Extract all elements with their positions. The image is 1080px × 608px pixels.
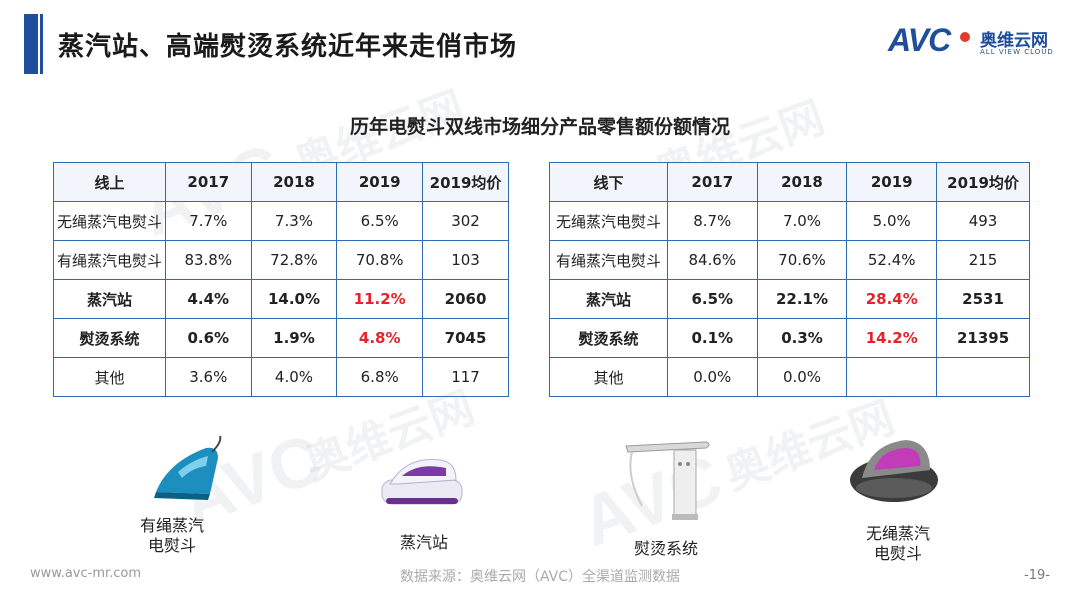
steam-station-label: 蒸汽站 (400, 533, 449, 552)
footer-source: 数据来源：奥维云网（AVC）全渠道监测数据 (399, 569, 681, 585)
row-label: 无绳蒸汽电熨斗 (53, 201, 166, 241)
table-cell-highlight: 11.2% (336, 279, 424, 319)
slide-title: 蒸汽站、高端熨烫系统近年来走俏市场 (58, 32, 518, 62)
table-cell: 52.4% (846, 240, 938, 280)
online-share-table: 线上 2017 2018 2019 2019均价 无绳蒸汽电熨斗 7.7% 7.… (53, 162, 509, 397)
table-cell: 0.0% (756, 357, 848, 397)
header-cell: 线下 (549, 162, 668, 202)
table-cell: 493 (936, 201, 1030, 241)
table-subtitle: 历年电熨斗双线市场细分产品零售额份额情况 (349, 116, 730, 138)
table-row: 其他 3.6% 4.0% 6.8% 117 (53, 357, 509, 397)
table-cell: 8.7% (666, 201, 758, 241)
title-accent-bar (24, 14, 38, 74)
table-cell: 0.0% (666, 357, 758, 397)
table-header-row: 线上 2017 2018 2019 2019均价 (53, 162, 509, 202)
table-cell: 0.6% (164, 318, 252, 358)
table-cell-highlight: 14.2% (846, 318, 938, 358)
table-row: 其他 0.0% 0.0% (549, 357, 1030, 397)
page-number: -19- (1024, 568, 1050, 583)
table-cell: 0.3% (756, 318, 848, 358)
header-cell: 2019 (846, 162, 938, 202)
table-header-row: 线下 2017 2018 2019 2019均价 (549, 162, 1030, 202)
corded-iron-label: 有绳蒸汽 电熨斗 (140, 516, 205, 555)
table-cell: 70.8% (336, 240, 424, 280)
table-cell-highlight: 28.4% (846, 279, 938, 319)
table-cell: 22.1% (756, 279, 848, 319)
table-cell: 6.5% (336, 201, 424, 241)
header-cell: 2019均价 (422, 162, 509, 202)
table-cell: 21395 (936, 318, 1030, 358)
table-row: 无绳蒸汽电熨斗 7.7% 7.3% 6.5% 302 (53, 201, 509, 241)
table-cell: 1.9% (250, 318, 338, 358)
header-cell: 2017 (666, 162, 758, 202)
table-cell: 72.8% (250, 240, 338, 280)
cordless-iron-label: 无绳蒸汽 电熨斗 (866, 524, 931, 563)
logo-cn-text: 奥维云网 (980, 31, 1048, 51)
steam-station-image (381, 459, 463, 505)
row-label: 蒸汽站 (53, 279, 166, 319)
table-cell: 103 (422, 240, 509, 280)
ironing-system-image (625, 441, 710, 520)
cordless-steam-iron-image (850, 440, 938, 502)
logo-dot-icon (960, 32, 970, 42)
table-cell (846, 357, 938, 397)
table-row: 有绳蒸汽电熨斗 83.8% 72.8% 70.8% 103 (53, 240, 509, 280)
table-cell: 2060 (422, 279, 509, 319)
header-cell: 2018 (756, 162, 848, 202)
footer-website: www.avc-mr.com (30, 566, 142, 581)
header-cell: 2018 (250, 162, 338, 202)
row-label: 其他 (549, 357, 668, 397)
offline-share-table: 线下 2017 2018 2019 2019均价 无绳蒸汽电熨斗 8.7% 7.… (549, 162, 1030, 397)
corded-steam-iron-image (154, 435, 222, 500)
table-cell-highlight: 4.8% (336, 318, 424, 358)
table-cell: 4.0% (250, 357, 338, 397)
table-cell: 215 (936, 240, 1030, 280)
table-cell: 5.0% (846, 201, 938, 241)
table-cell: 0.1% (666, 318, 758, 358)
table-cell: 302 (422, 201, 509, 241)
table-cell: 2531 (936, 279, 1030, 319)
logo-en-text: ALL VIEW CLOUD (980, 48, 1054, 56)
table-cell (936, 357, 1030, 397)
table-cell: 7.0% (756, 201, 848, 241)
table-cell: 117 (422, 357, 509, 397)
title-accent-line (40, 14, 43, 74)
row-label: 有绳蒸汽电熨斗 (53, 240, 166, 280)
table-row: 熨烫系统 0.1% 0.3% 14.2% 21395 (549, 318, 1030, 358)
table-cell: 84.6% (666, 240, 758, 280)
table-cell: 7.7% (164, 201, 252, 241)
table-cell: 4.4% (164, 279, 252, 319)
row-label: 其他 (53, 357, 166, 397)
row-label: 有绳蒸汽电熨斗 (549, 240, 668, 280)
header-cell: 线上 (53, 162, 166, 202)
table-cell: 6.5% (666, 279, 758, 319)
avc-logo: AVC 奥维云网 ALL VIEW CLOUD (888, 20, 1068, 64)
header-cell: 2017 (164, 162, 252, 202)
row-label: 蒸汽站 (549, 279, 668, 319)
table-cell: 14.0% (250, 279, 338, 319)
table-cell: 7.3% (250, 201, 338, 241)
row-label: 熨烫系统 (53, 318, 166, 358)
table-row: 蒸汽站 4.4% 14.0% 11.2% 2060 (53, 279, 509, 319)
table-row: 无绳蒸汽电熨斗 8.7% 7.0% 5.0% 493 (549, 201, 1030, 241)
table-row: 有绳蒸汽电熨斗 84.6% 70.6% 52.4% 215 (549, 240, 1030, 280)
logo-avc-text: AVC (888, 22, 951, 58)
table-cell: 70.6% (756, 240, 848, 280)
table-row: 蒸汽站 6.5% 22.1% 28.4% 2531 (549, 279, 1030, 319)
table-cell: 3.6% (164, 357, 252, 397)
header-cell: 2019均价 (936, 162, 1030, 202)
row-label: 熨烫系统 (549, 318, 668, 358)
ironing-system-label: 熨烫系统 (634, 539, 699, 558)
table-row: 熨烫系统 0.6% 1.9% 4.8% 7045 (53, 318, 509, 358)
table-cell: 7045 (422, 318, 509, 358)
table-cell: 6.8% (336, 357, 424, 397)
table-cell: 83.8% (164, 240, 252, 280)
row-label: 无绳蒸汽电熨斗 (549, 201, 668, 241)
header-cell: 2019 (336, 162, 424, 202)
